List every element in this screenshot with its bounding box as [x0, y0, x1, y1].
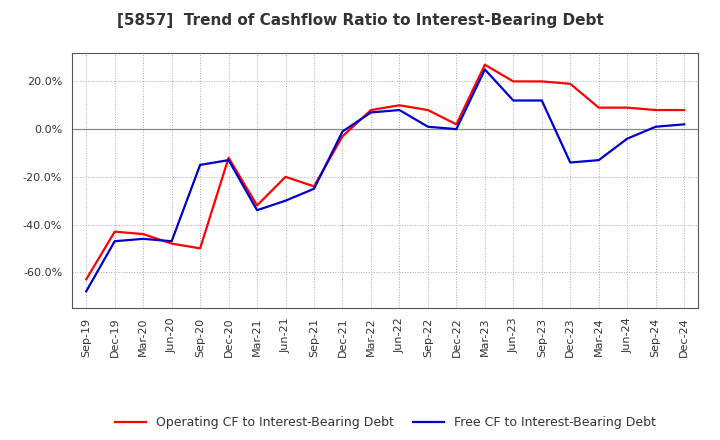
Free CF to Interest-Bearing Debt	[82, 289, 91, 294]
Free CF to Interest-Bearing Debt	[452, 126, 461, 132]
Free CF to Interest-Bearing Debt	[680, 122, 688, 127]
Free CF to Interest-Bearing Debt	[566, 160, 575, 165]
Operating CF to Interest-Bearing Debt	[139, 231, 148, 237]
Free CF to Interest-Bearing Debt	[366, 110, 375, 115]
Operating CF to Interest-Bearing Debt	[82, 277, 91, 282]
Operating CF to Interest-Bearing Debt	[225, 155, 233, 161]
Operating CF to Interest-Bearing Debt	[480, 62, 489, 67]
Free CF to Interest-Bearing Debt	[423, 124, 432, 129]
Operating CF to Interest-Bearing Debt	[537, 79, 546, 84]
Free CF to Interest-Bearing Debt	[139, 236, 148, 242]
Line: Free CF to Interest-Bearing Debt: Free CF to Interest-Bearing Debt	[86, 70, 684, 291]
Operating CF to Interest-Bearing Debt	[366, 107, 375, 113]
Free CF to Interest-Bearing Debt	[225, 158, 233, 163]
Free CF to Interest-Bearing Debt	[196, 162, 204, 168]
Operating CF to Interest-Bearing Debt	[452, 122, 461, 127]
Operating CF to Interest-Bearing Debt	[652, 107, 660, 113]
Operating CF to Interest-Bearing Debt	[196, 246, 204, 251]
Operating CF to Interest-Bearing Debt	[595, 105, 603, 110]
Text: [5857]  Trend of Cashflow Ratio to Interest-Bearing Debt: [5857] Trend of Cashflow Ratio to Intere…	[117, 13, 603, 28]
Free CF to Interest-Bearing Debt	[253, 208, 261, 213]
Operating CF to Interest-Bearing Debt	[395, 103, 404, 108]
Operating CF to Interest-Bearing Debt	[110, 229, 119, 235]
Operating CF to Interest-Bearing Debt	[566, 81, 575, 86]
Operating CF to Interest-Bearing Debt	[509, 79, 518, 84]
Free CF to Interest-Bearing Debt	[537, 98, 546, 103]
Free CF to Interest-Bearing Debt	[480, 67, 489, 72]
Free CF to Interest-Bearing Debt	[623, 136, 631, 141]
Operating CF to Interest-Bearing Debt	[338, 134, 347, 139]
Free CF to Interest-Bearing Debt	[652, 124, 660, 129]
Free CF to Interest-Bearing Debt	[167, 238, 176, 244]
Operating CF to Interest-Bearing Debt	[253, 203, 261, 208]
Operating CF to Interest-Bearing Debt	[310, 184, 318, 189]
Operating CF to Interest-Bearing Debt	[623, 105, 631, 110]
Free CF to Interest-Bearing Debt	[110, 238, 119, 244]
Operating CF to Interest-Bearing Debt	[282, 174, 290, 180]
Free CF to Interest-Bearing Debt	[310, 186, 318, 191]
Free CF to Interest-Bearing Debt	[338, 129, 347, 134]
Free CF to Interest-Bearing Debt	[509, 98, 518, 103]
Operating CF to Interest-Bearing Debt	[167, 241, 176, 246]
Legend: Operating CF to Interest-Bearing Debt, Free CF to Interest-Bearing Debt: Operating CF to Interest-Bearing Debt, F…	[109, 411, 661, 434]
Free CF to Interest-Bearing Debt	[395, 107, 404, 113]
Line: Operating CF to Interest-Bearing Debt: Operating CF to Interest-Bearing Debt	[86, 65, 684, 279]
Free CF to Interest-Bearing Debt	[595, 158, 603, 163]
Operating CF to Interest-Bearing Debt	[423, 107, 432, 113]
Operating CF to Interest-Bearing Debt	[680, 107, 688, 113]
Free CF to Interest-Bearing Debt	[282, 198, 290, 203]
